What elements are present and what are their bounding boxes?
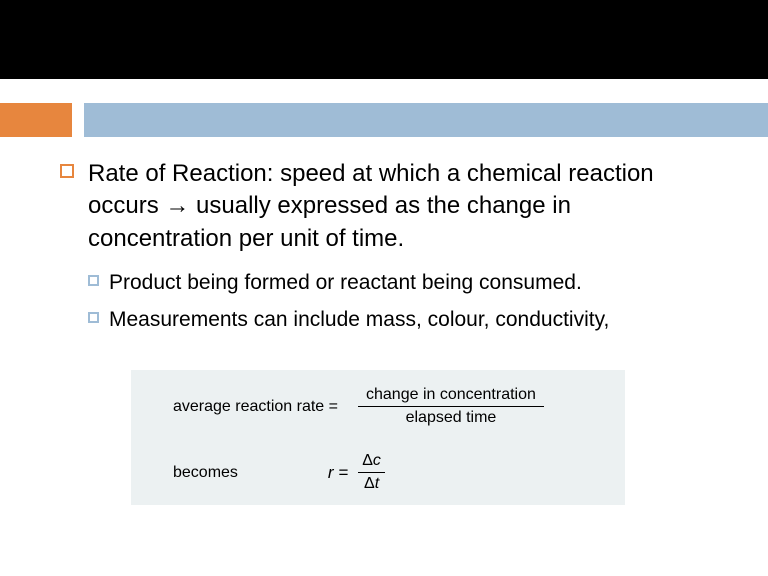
sub-bullet-1: Product being formed or reactant being c…: [88, 269, 720, 297]
formula-row-becomes: becomes r = Δc Δt: [173, 452, 385, 493]
sub-bullet-1-text: Product being formed or reactant being c…: [109, 269, 582, 297]
delta-t: Δt: [358, 473, 385, 493]
sub-bullet-square-icon: [88, 275, 99, 286]
formula-box: average reaction rate = change in concen…: [131, 370, 625, 505]
header-accent-blue: [84, 103, 768, 137]
fraction-delta: Δc Δt: [358, 452, 385, 493]
sub-bullet-2-text: Measurements can include mass, colour, c…: [109, 306, 609, 334]
avg-rate-label: average reaction rate =: [173, 398, 338, 416]
fraction-concentration: change in concentration elapsed time: [358, 386, 544, 427]
main-bullet-text: Rate of Reaction: speed at which a chemi…: [88, 158, 720, 255]
sub-bullet-square-icon: [88, 312, 99, 323]
becomes-label: becomes: [173, 464, 238, 482]
main-bullet: Rate of Reaction: speed at which a chemi…: [60, 158, 720, 255]
title-black-band: [0, 0, 768, 79]
bullet-square-icon: [60, 164, 74, 178]
r-equals: r =: [328, 463, 348, 483]
header-bar: [0, 103, 768, 137]
formula-row-avg: average reaction rate = change in concen…: [173, 386, 544, 427]
header-accent-orange: [0, 103, 72, 137]
fraction-denominator: elapsed time: [358, 407, 544, 427]
fraction-numerator: change in concentration: [358, 386, 544, 407]
sub-bullet-2: Measurements can include mass, colour, c…: [88, 306, 720, 334]
content-area: Rate of Reaction: speed at which a chemi…: [60, 158, 720, 342]
delta-c: Δc: [358, 452, 385, 473]
